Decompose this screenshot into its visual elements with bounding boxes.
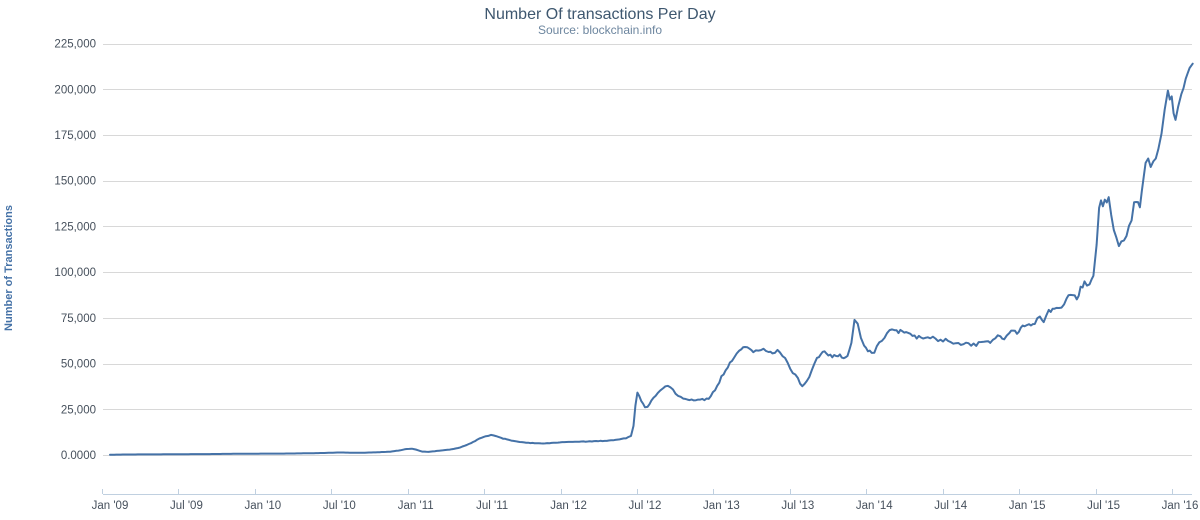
x-tick-label: Jan '09 <box>92 500 129 512</box>
x-tick-label: Jul '14 <box>934 500 967 512</box>
x-tick-label: Jul '12 <box>629 500 662 512</box>
x-tick-label: Jan '12 <box>550 500 587 512</box>
y-tick-label: 75,000 <box>61 313 96 325</box>
x-tick-label: Jul '09 <box>170 500 203 512</box>
y-gridlines <box>103 44 1192 456</box>
y-tick-label: 150,000 <box>54 176 96 188</box>
y-axis-title: Number of Transactions <box>3 205 15 331</box>
y-tick-label: 200,000 <box>54 84 96 96</box>
y-axis-labels: 0.0000 25,000 50,000 75,000 100,000 125,000 15… <box>54 39 96 462</box>
y-tick-label: 100,000 <box>54 267 96 279</box>
chart-subtitle: Source: blockchain.info <box>538 23 662 37</box>
y-tick-label: 0.0000 <box>61 450 96 462</box>
x-tick-label: Jul '13 <box>781 500 814 512</box>
x-tick-label: Jul '15 <box>1087 500 1120 512</box>
transactions-series-line[interactable] <box>109 62 1194 456</box>
x-tick-label: Jul '10 <box>323 500 356 512</box>
y-tick-label: 175,000 <box>54 130 96 142</box>
y-tick-label: 125,000 <box>54 221 96 233</box>
x-tick-label: Jan '16 <box>1162 500 1199 512</box>
y-tick-label: 50,000 <box>61 359 96 371</box>
chart-title: Number Of transactions Per Day <box>484 6 715 23</box>
x-axis <box>102 489 1192 495</box>
x-tick-label: Jan '10 <box>244 500 281 512</box>
x-tick-label: Jul '11 <box>476 500 508 512</box>
x-tick-label: Jan '15 <box>1009 500 1046 512</box>
y-tick-label: 225,000 <box>54 39 96 51</box>
x-axis-labels: Jan '09 Jul '09 Jan '10 Jul '10 Jan '11 Jul '… <box>92 500 1199 512</box>
x-tick-label: Jan '14 <box>856 500 893 512</box>
y-tick-label: 25,000 <box>61 404 96 416</box>
x-tick-label: Jan '11 <box>398 500 434 512</box>
x-tick-label: Jan '13 <box>703 500 740 512</box>
